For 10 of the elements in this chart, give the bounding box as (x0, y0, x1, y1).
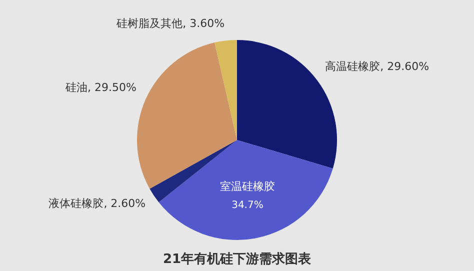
slice-label: 硅树脂及其他, 3.60% (116, 16, 225, 31)
slice-label: 室温硅橡胶 (220, 180, 275, 193)
pie-slice (237, 40, 337, 168)
text: 21年有机硅下游需求图表 (162, 251, 312, 267)
slice-label: 硅油, 29.50% (64, 81, 136, 96)
slice-label: 高温硅橡胶, 29.60% (325, 60, 430, 74)
pie-slice (214, 40, 237, 140)
slice-label: 液体硅橡胶, 2.60% (48, 197, 146, 212)
pie-slice (158, 140, 333, 240)
data-label: 34.7% (232, 200, 264, 211)
